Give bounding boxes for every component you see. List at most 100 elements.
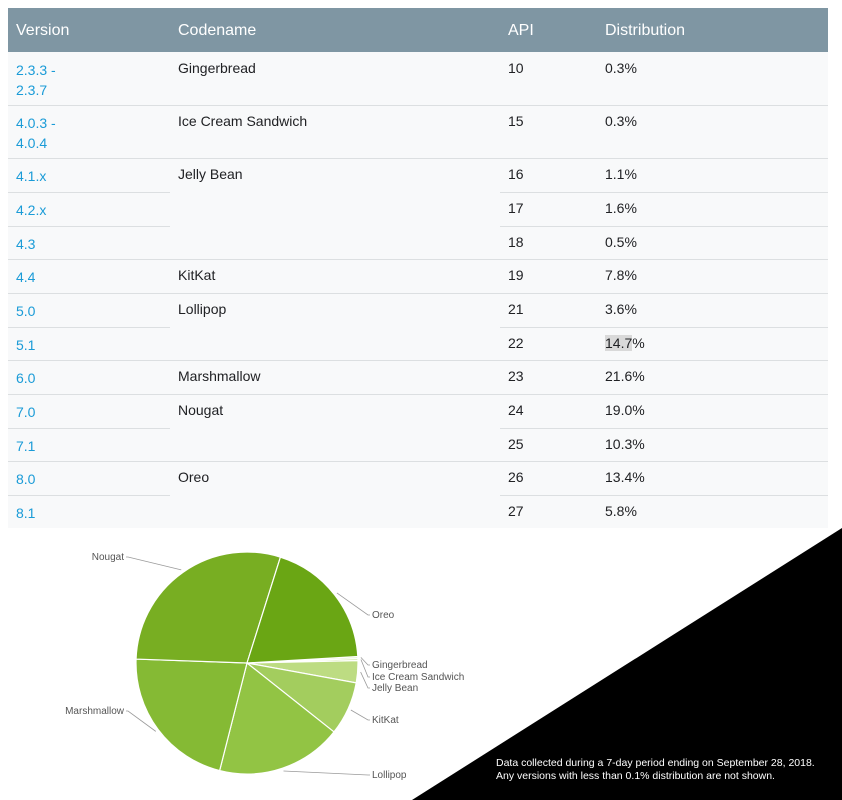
footnote-line1: Data collected during a 7-day period end… [496, 757, 815, 769]
pie-label-kitkat: KitKat [372, 715, 399, 726]
api-cell: 16 [508, 166, 524, 182]
version-link[interactable]: 4.3 [16, 236, 36, 252]
pie-label-lollipop: Lollipop [372, 770, 407, 781]
codename-cell: Marshmallow [178, 368, 261, 384]
pie-label-oreo: Oreo [372, 610, 395, 621]
distribution-cell: 21.6% [605, 368, 645, 384]
header-distribution: Distribution [605, 22, 686, 39]
table-row: 5.0 Lollipop 21 3.6% [8, 293, 828, 327]
codename-cell: Gingerbread [178, 60, 256, 76]
codename-cell: KitKat [178, 267, 216, 283]
header-version: Version [16, 22, 70, 39]
distribution-table: Version Codename API Distribution 2.3.3 … [8, 8, 828, 528]
version-link[interactable]: 2.3.3 -2.3.7 [16, 62, 56, 98]
pie-leader-line [126, 710, 157, 732]
distribution-cell: 7.8% [605, 267, 637, 283]
row-divider [8, 259, 828, 260]
table-row: 4.3 18 0.5% [8, 226, 828, 259]
distribution-cell: 0.3% [605, 113, 637, 129]
pie-slice-oreo [246, 556, 359, 664]
row-divider [8, 293, 828, 294]
row-divider [8, 226, 170, 227]
pie-leader-line [350, 709, 370, 721]
api-cell: 26 [508, 469, 524, 485]
row-divider [8, 360, 828, 361]
api-cell: 10 [508, 60, 524, 76]
header-api: API [508, 22, 534, 39]
selected-text-highlight: 14.7 [605, 335, 633, 351]
row-divider [8, 192, 170, 193]
distribution-cell: 3.6% [605, 301, 637, 317]
distribution-cell: 0.3% [605, 60, 637, 76]
row-divider [500, 192, 828, 193]
codename-cell: Nougat [178, 402, 224, 418]
pie-leader-line [126, 556, 182, 571]
version-link[interactable]: 7.1 [16, 438, 36, 454]
table-header: Version Codename API Distribution [8, 8, 828, 52]
row-divider [8, 495, 170, 496]
api-cell: 15 [508, 113, 524, 129]
pie-leader-line [360, 657, 370, 666]
api-cell: 19 [508, 267, 524, 283]
pie-label-marshmallow: Marshmallow [65, 706, 125, 717]
codename-cell: Lollipop [178, 301, 227, 317]
row-divider [500, 495, 828, 496]
table-row: 8.0 Oreo 26 13.4% [8, 461, 828, 495]
version-link[interactable]: 6.0 [16, 370, 36, 386]
table-row: 2.3.3 -2.3.7 Gingerbread 10 0.3% [8, 52, 828, 105]
distribution-cell: 0.5% [605, 234, 637, 250]
distribution-cell: 19.0% [605, 402, 645, 418]
row-divider [8, 394, 828, 395]
version-link[interactable]: 5.0 [16, 303, 36, 319]
api-cell: 23 [508, 368, 524, 384]
version-link[interactable]: 8.0 [16, 471, 36, 487]
table-row: 5.1 22 14.7% [8, 327, 828, 360]
pie-leader-line [283, 770, 370, 776]
table-row: 7.1 25 10.3% [8, 428, 828, 461]
pie-label-nougat: Nougat [92, 552, 124, 563]
header-codename: Codename [178, 22, 257, 39]
table-row: 4.0.3 -4.0.4 Ice Cream Sandwich 15 0.3% [8, 105, 828, 158]
api-cell: 25 [508, 436, 524, 452]
table-row: 8.1 27 5.8% [8, 495, 828, 528]
pie-slice-lollipop [218, 661, 335, 775]
distribution-cell: 5.8% [605, 503, 637, 519]
pie-slice-nougat [135, 551, 282, 664]
row-divider [8, 158, 828, 159]
codename-cell: Jelly Bean [178, 166, 243, 182]
table-row: 4.4 KitKat 19 7.8% [8, 259, 828, 293]
table-row: 7.0 Nougat 24 19.0% [8, 394, 828, 428]
version-link[interactable]: 5.1 [16, 337, 36, 353]
version-link[interactable]: 4.2.x [16, 202, 47, 218]
pie-slice-marshmallow [135, 658, 248, 772]
table-row: 6.0 Marshmallow 23 21.6% [8, 360, 828, 394]
version-link[interactable]: 4.4 [16, 269, 36, 285]
distribution-cell: 10.3% [605, 436, 645, 452]
black-triangle [412, 528, 842, 800]
version-link[interactable]: 8.1 [16, 505, 36, 521]
footnote-line2: Any versions with less than 0.1% distrib… [496, 770, 775, 782]
table-row: 4.1.x Jelly Bean 16 1.1% [8, 158, 828, 192]
pie-label-gingerbread: Gingerbread [372, 660, 428, 671]
distribution-cell: 13.4% [605, 469, 645, 485]
distribution-cell: 1.6% [605, 200, 637, 216]
codename-cell: Ice Cream Sandwich [178, 113, 308, 129]
table-row: 4.2.x 17 1.6% [8, 192, 828, 226]
pie-leader-line [360, 671, 370, 689]
api-cell: 17 [508, 200, 524, 216]
version-link[interactable]: 4.0.3 -4.0.4 [16, 115, 56, 151]
row-divider [8, 105, 828, 106]
api-cell: 18 [508, 234, 524, 250]
api-cell: 24 [508, 402, 524, 418]
row-divider [500, 327, 828, 328]
distribution-cell: 14.7% [605, 335, 645, 351]
version-link[interactable]: 7.0 [16, 404, 36, 420]
row-divider [8, 428, 170, 429]
version-link[interactable]: 4.1.x [16, 168, 47, 184]
pie-leader-line [360, 659, 370, 678]
distribution-cell: 1.1% [605, 166, 637, 182]
api-cell: 22 [508, 335, 524, 351]
pie-label-ice-cream-sandwich: Ice Cream Sandwich [372, 672, 464, 683]
row-divider [500, 428, 828, 429]
